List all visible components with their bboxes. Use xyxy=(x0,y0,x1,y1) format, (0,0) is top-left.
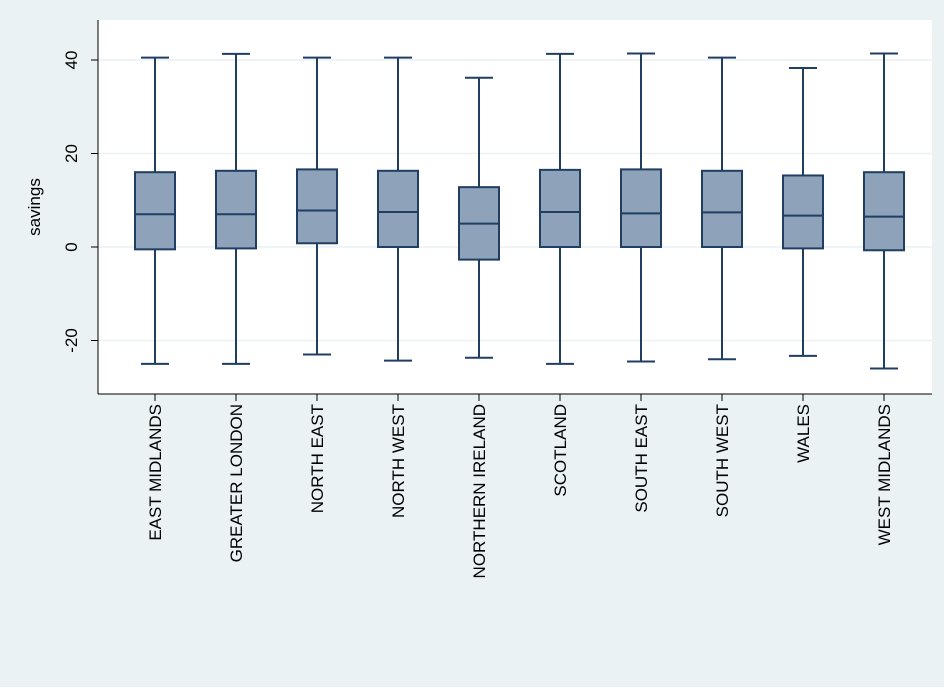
x-category-label: SOUTH WEST xyxy=(713,404,732,517)
x-category-label: WALES xyxy=(794,404,813,463)
y-tick-label: -20 xyxy=(62,328,81,353)
x-category-label: EAST MIDLANDS xyxy=(146,404,165,541)
y-tick-label: 0 xyxy=(62,242,81,251)
interquartile-box xyxy=(215,169,257,250)
y-axis-ticks: -20 0 20 40 xyxy=(62,51,98,353)
y-tick-label: 40 xyxy=(62,51,81,70)
box-group xyxy=(458,76,500,359)
box-group xyxy=(134,56,176,365)
box-group xyxy=(377,56,419,362)
box-group xyxy=(539,52,581,365)
box-group xyxy=(215,52,257,365)
interquartile-box xyxy=(296,168,338,245)
interquartile-box xyxy=(782,174,824,250)
box-group xyxy=(782,66,824,357)
boxes xyxy=(134,52,905,370)
interquartile-box xyxy=(539,168,581,248)
x-category-label: NORTHERN IRELAND xyxy=(470,404,489,578)
interquartile-box xyxy=(701,169,743,248)
box-group xyxy=(863,52,905,370)
x-category-label: GREATER LONDON xyxy=(227,404,246,562)
x-axis-labels: EAST MIDLANDS GREATER LONDON NORTH EAST NOR… xyxy=(146,394,894,578)
x-category-label: SOUTH EAST xyxy=(632,404,651,513)
interquartile-box xyxy=(377,169,419,248)
interquartile-box xyxy=(863,171,905,252)
x-category-label: SCOTLAND xyxy=(551,404,570,497)
box-group xyxy=(701,56,743,361)
x-category-label: NORTH EAST xyxy=(308,404,327,513)
x-category-label: NORTH WEST xyxy=(389,404,408,518)
y-tick-label: 20 xyxy=(62,144,81,163)
interquartile-box xyxy=(134,171,176,251)
x-category-label: WEST MIDLANDS xyxy=(875,404,894,545)
interquartile-box xyxy=(620,168,662,249)
y-axis-label: savings xyxy=(25,178,44,236)
box-group xyxy=(296,56,338,356)
box-group xyxy=(620,52,662,363)
